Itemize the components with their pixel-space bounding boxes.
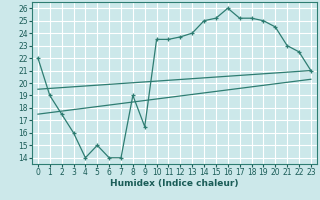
X-axis label: Humidex (Indice chaleur): Humidex (Indice chaleur) (110, 179, 239, 188)
